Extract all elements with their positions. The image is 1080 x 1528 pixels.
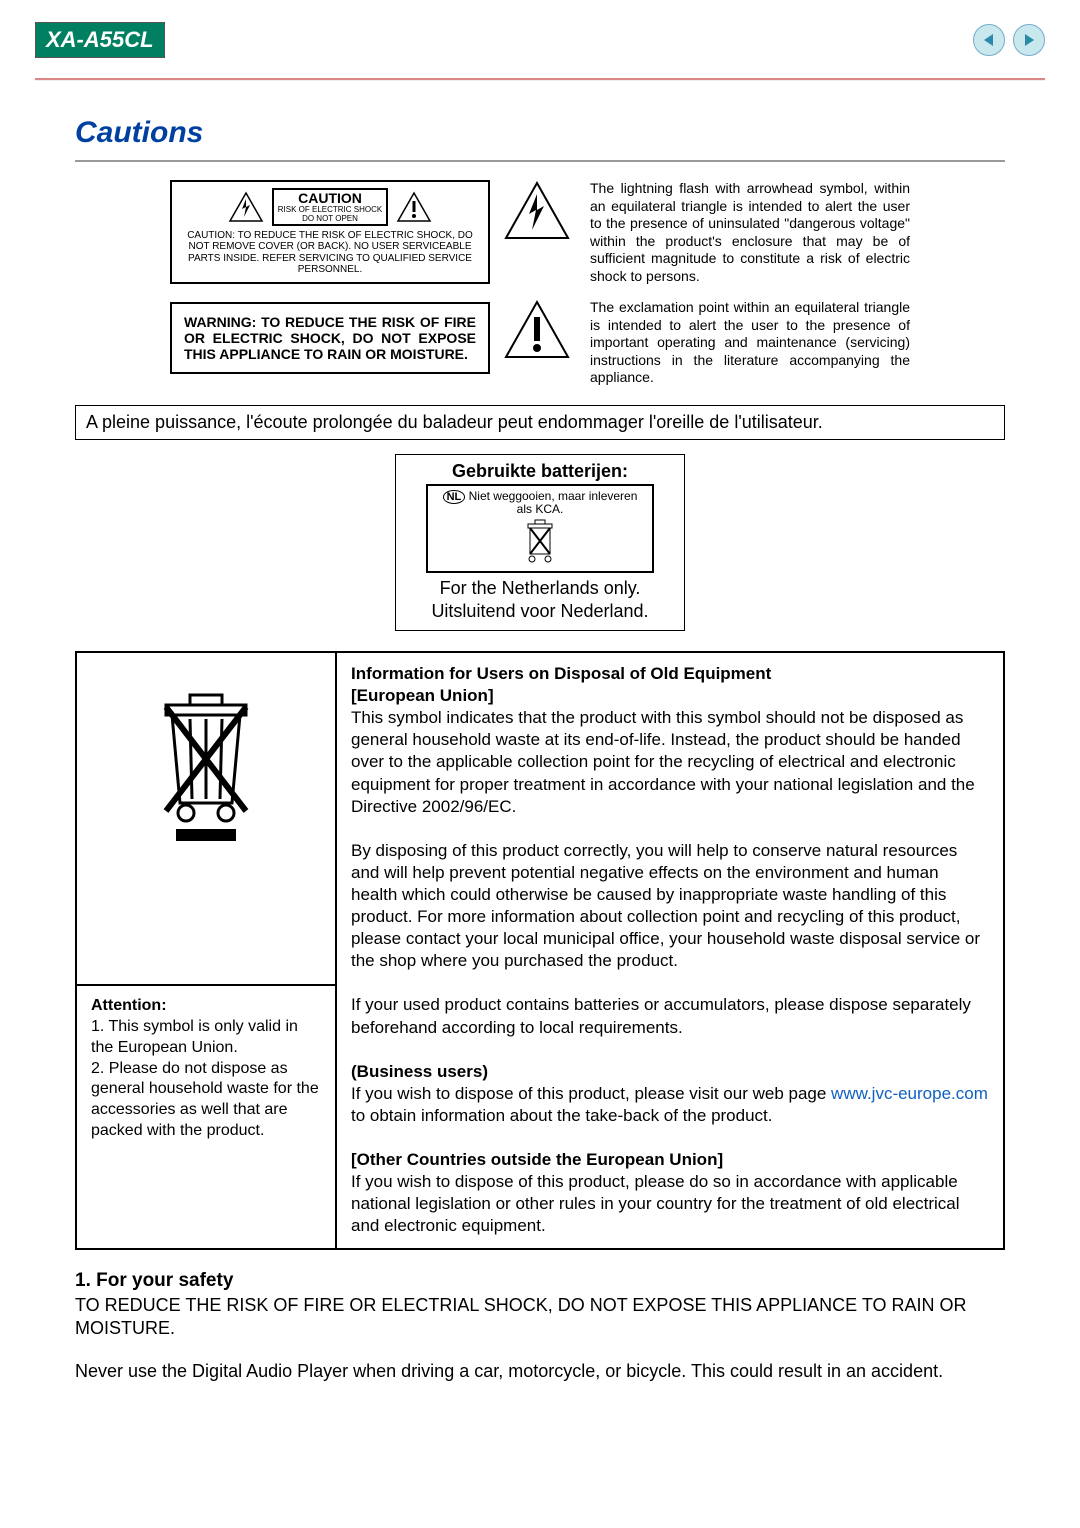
nl-inner-text: Niet weggooien, maar inleveren als KCA. <box>469 489 638 516</box>
caution-text: CAUTION: TO REDUCE THE RISK OF ELECTRIC … <box>182 230 478 276</box>
biz-text: If you wish to dispose of this product, … <box>351 1083 989 1127</box>
eu-label: [European Union] <box>351 685 989 707</box>
other-text: If you wish to dispose of this product, … <box>351 1171 989 1237</box>
exclaim-text: The exclamation point within an equilate… <box>590 299 910 387</box>
nl-line2: Uitsluitend voor Nederland. <box>426 600 654 623</box>
other-label: [Other Countries outside the European Un… <box>351 1149 989 1171</box>
exclaim-large-icon <box>502 299 572 361</box>
caution-box: CAUTION RISK OF ELECTRIC SHOCK DO NOT OP… <box>170 180 490 284</box>
disposal-symbol-cell <box>76 652 336 985</box>
eu-p3: If your used product contains batteries … <box>351 994 989 1038</box>
page-content: Cautions CAUTION RISK OF ELECTRIC SHOCK … <box>0 81 1080 1424</box>
biz-label: (Business users) <box>351 1061 989 1083</box>
attention-cell: Attention: 1. This symbol is only valid … <box>76 985 336 1248</box>
title-divider <box>75 160 1005 162</box>
exclaim-symbol-row: The exclamation point within an equilate… <box>502 299 910 387</box>
page-title: Cautions <box>75 116 1005 150</box>
jvc-link[interactable]: www.jvc-europe.com <box>831 1084 988 1103</box>
warning-box: WARNING: TO REDUCE THE RISK OF FIRE OR E… <box>170 302 490 374</box>
caution-label: CAUTION <box>278 190 382 206</box>
safety-p1: TO REDUCE THE RISK OF FIRE OR ELECTRIAL … <box>75 1294 1005 1341</box>
next-button[interactable] <box>1013 24 1045 56</box>
safety-p2: Never use the Digital Audio Player when … <box>75 1360 1005 1383</box>
lightning-text: The lightning flash with arrowhead symbo… <box>590 180 910 285</box>
warning-left-col: CAUTION RISK OF ELECTRIC SHOCK DO NOT OP… <box>170 180 490 387</box>
bin-cross-icon <box>520 518 560 564</box>
page-header: XA-A55CL <box>0 0 1080 58</box>
eu-p1: This symbol indicates that the product w… <box>351 707 989 817</box>
nl-inner-box: NL Niet weggooien, maar inleveren als KC… <box>426 484 654 574</box>
eu-p2: By disposing of this product correctly, … <box>351 840 989 973</box>
prev-icon <box>983 33 995 47</box>
biz-text-2: to obtain information about the take-bac… <box>351 1106 773 1125</box>
nl-heading: Gebruikte batterijen: <box>426 461 654 482</box>
lightning-symbol-row: The lightning flash with arrowhead symbo… <box>502 180 910 285</box>
netherlands-box: Gebruikte batterijen: NL Niet weggooien,… <box>395 454 685 632</box>
nl-line1: For the Netherlands only. <box>426 577 654 600</box>
warning-right-col: The lightning flash with arrowhead symbo… <box>502 180 910 387</box>
biz-text-1: If you wish to dispose of this product, … <box>351 1084 831 1103</box>
disposal-table: Information for Users on Disposal of Old… <box>75 651 1005 1249</box>
nav-buttons <box>973 24 1045 56</box>
attention-1: 1. This symbol is only valid in the Euro… <box>91 1017 321 1059</box>
safety-heading: 1. For your safety <box>75 1270 1005 1292</box>
attention-label: Attention: <box>91 996 321 1017</box>
warning-panel: CAUTION RISK OF ELECTRIC SHOCK DO NOT OP… <box>75 180 1005 387</box>
lightning-triangle-icon <box>228 191 264 223</box>
exclaim-triangle-icon <box>396 191 432 223</box>
attention-2: 2. Please do not dispose as general hous… <box>91 1059 321 1142</box>
lightning-large-icon <box>502 180 572 242</box>
nl-label-icon: NL <box>443 490 466 504</box>
next-icon <box>1023 33 1035 47</box>
french-notice: A pleine puissance, l'écoute prolongée d… <box>75 405 1005 440</box>
disposal-info-cell: Information for Users on Disposal of Old… <box>336 652 1004 1248</box>
disposal-heading: Information for Users on Disposal of Old… <box>351 663 989 685</box>
prev-button[interactable] <box>973 24 1005 56</box>
caution-sub2: DO NOT OPEN <box>278 215 382 224</box>
model-badge: XA-A55CL <box>35 22 165 58</box>
weee-bin-icon <box>146 693 266 843</box>
